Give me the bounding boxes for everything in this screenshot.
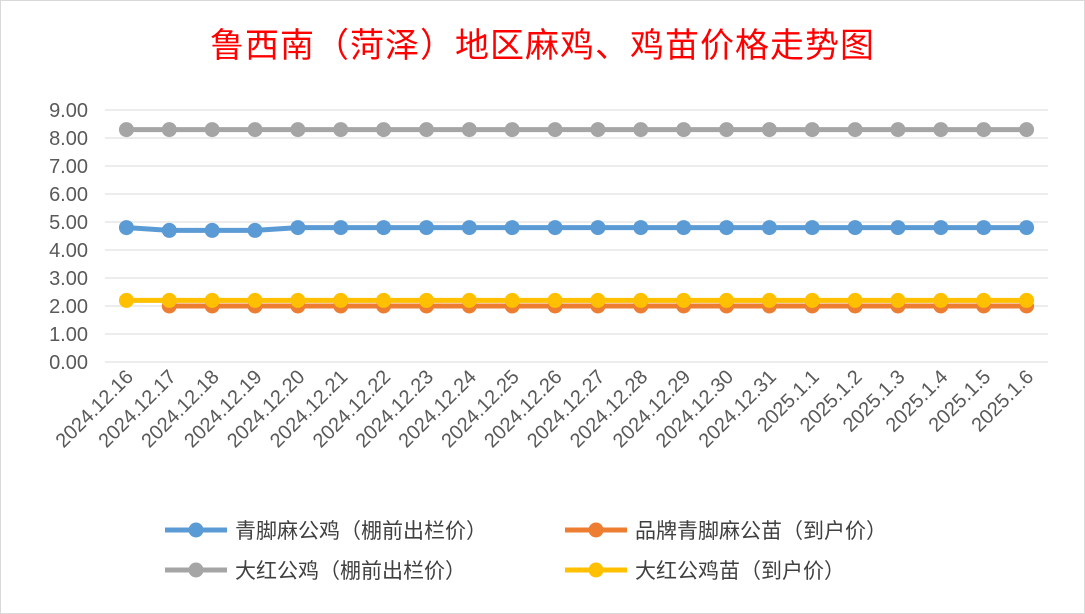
data-point: [1019, 220, 1035, 236]
data-point: [376, 292, 392, 308]
data-point: [290, 122, 306, 138]
legend-swatch-marker: [188, 562, 204, 578]
data-point: [290, 220, 306, 236]
data-point: [504, 220, 520, 236]
series-line: [126, 225, 1027, 233]
legend-swatch-marker: [588, 522, 604, 538]
data-point: [333, 292, 349, 308]
legend: 青脚麻公鸡（棚前出栏价） 品牌青脚麻公苗（到户价） 大红公鸡（棚前出栏价） 大红公鸡苗…: [165, 519, 887, 583]
data-point: [976, 292, 992, 308]
data-point: [247, 122, 263, 138]
data-point: [847, 292, 863, 308]
data-point: [719, 220, 735, 236]
data-point: [976, 122, 992, 138]
legend-label: 大红公鸡（棚前出栏价）: [235, 559, 466, 583]
y-tick-label: 2.00: [49, 296, 88, 318]
data-point: [804, 292, 820, 308]
data-point: [204, 292, 220, 308]
data-point: [1019, 292, 1035, 308]
y-tick-label: 4.00: [49, 240, 88, 262]
data-point: [676, 122, 692, 138]
data-point: [290, 292, 306, 308]
legend-item: 品牌青脚麻公苗（到户价）: [565, 519, 887, 543]
legend-item: 青脚麻公鸡（棚前出栏价）: [165, 519, 487, 543]
data-point: [461, 122, 477, 138]
data-point: [633, 122, 649, 138]
legend-swatch-marker: [588, 562, 604, 578]
data-point: [633, 292, 649, 308]
y-tick-label: 5.00: [49, 212, 88, 234]
x-axis-ticks: 2024.12.162024.12.172024.12.182024.12.19…: [52, 366, 1038, 452]
legend-label: 品牌青脚麻公苗（到户价）: [635, 519, 887, 543]
data-point: [376, 122, 392, 138]
legend-item: 大红公鸡苗（到户价）: [565, 559, 845, 583]
data-point: [761, 122, 777, 138]
series-lines: [118, 122, 1035, 314]
data-point: [418, 122, 434, 138]
data-point: [676, 292, 692, 308]
legend-label: 青脚麻公鸡（棚前出栏价）: [235, 519, 487, 543]
series-0: [118, 220, 1035, 238]
y-tick-label: 0.00: [49, 352, 88, 374]
data-point: [504, 292, 520, 308]
data-point: [933, 122, 949, 138]
data-point: [118, 122, 134, 138]
series-2: [118, 122, 1035, 138]
data-point: [933, 292, 949, 308]
legend-swatch-marker: [188, 522, 204, 538]
data-point: [804, 220, 820, 236]
y-tick-label: 7.00: [49, 156, 88, 178]
legend-label: 大红公鸡苗（到户价）: [635, 559, 845, 583]
data-point: [590, 292, 606, 308]
data-point: [161, 122, 177, 138]
data-point: [333, 220, 349, 236]
data-point: [719, 292, 735, 308]
data-point: [847, 122, 863, 138]
data-point: [1019, 122, 1035, 138]
data-point: [590, 122, 606, 138]
data-point: [418, 292, 434, 308]
data-point: [118, 220, 134, 236]
data-point: [204, 122, 220, 138]
gridlines: [105, 109, 1048, 363]
data-point: [890, 292, 906, 308]
data-point: [547, 122, 563, 138]
y-axis-ticks: 0.00 1.00 2.00 3.00 4.00 5.00 6.00 7.00 8.00 9.00: [49, 100, 88, 374]
data-point: [376, 220, 392, 236]
data-point: [161, 292, 177, 308]
data-point: [590, 220, 606, 236]
series-3: [118, 292, 1035, 308]
data-point: [761, 292, 777, 308]
data-point: [933, 220, 949, 236]
data-point: [547, 292, 563, 308]
data-point: [676, 220, 692, 236]
data-point: [804, 122, 820, 138]
data-point: [247, 292, 263, 308]
data-point: [247, 222, 263, 238]
y-tick-label: 9.00: [49, 100, 88, 122]
y-tick-label: 3.00: [49, 268, 88, 290]
data-point: [418, 220, 434, 236]
data-point: [204, 222, 220, 238]
data-point: [890, 220, 906, 236]
data-point: [847, 220, 863, 236]
data-point: [890, 122, 906, 138]
data-point: [161, 222, 177, 238]
data-point: [461, 220, 477, 236]
data-point: [118, 292, 134, 308]
data-point: [761, 220, 777, 236]
data-point: [547, 220, 563, 236]
legend-item: 大红公鸡（棚前出栏价）: [165, 559, 466, 583]
y-tick-label: 8.00: [49, 128, 88, 150]
data-point: [633, 220, 649, 236]
data-point: [719, 122, 735, 138]
chart-title: 鲁西南（菏泽）地区麻鸡、鸡苗价格走势图: [210, 26, 875, 66]
data-point: [976, 220, 992, 236]
data-point: [333, 122, 349, 138]
data-point: [461, 292, 477, 308]
data-point: [504, 122, 520, 138]
y-tick-label: 6.00: [49, 184, 88, 206]
y-tick-label: 1.00: [49, 324, 88, 346]
